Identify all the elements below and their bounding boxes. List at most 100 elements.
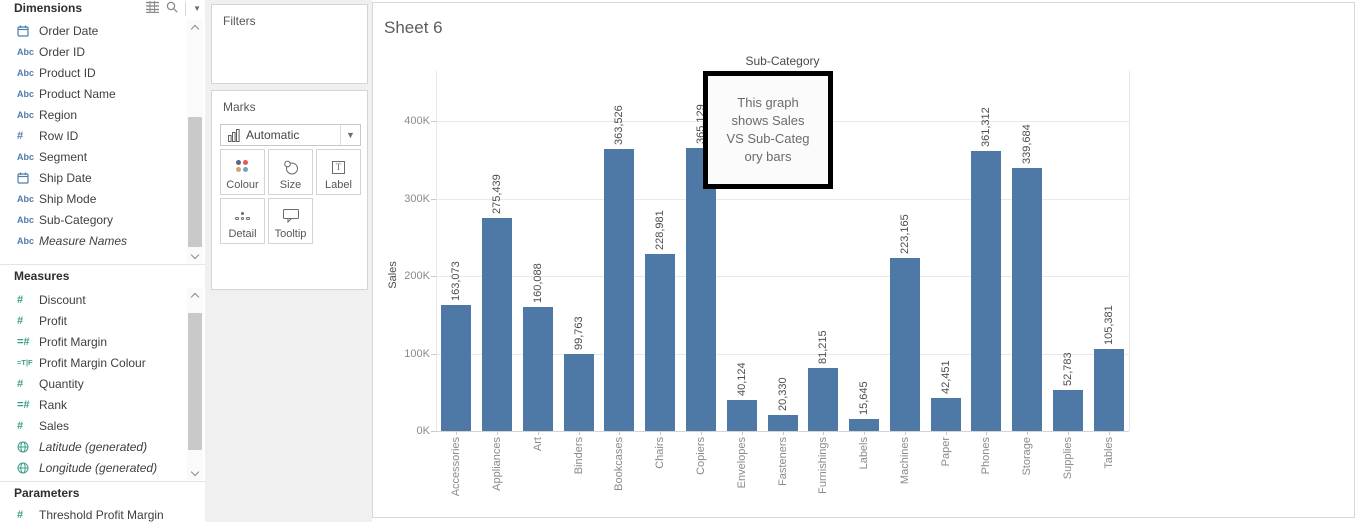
scroll-up-icon[interactable] — [187, 288, 203, 302]
bar-appliances[interactable] — [482, 218, 513, 431]
bar-value-label: 99,763 — [572, 316, 585, 350]
y-tick-mark — [431, 198, 436, 200]
field-measure-names[interactable]: Abc Measure Names — [0, 230, 186, 251]
bar-copiers[interactable] — [686, 148, 716, 431]
category-label-paper[interactable]: Paper — [939, 437, 952, 467]
field-latitude-generated[interactable]: Latitude (generated) — [0, 436, 186, 457]
category-label-phones[interactable]: Phones — [980, 437, 993, 475]
marks-colour-button[interactable]: Colour — [220, 149, 265, 195]
scrollbar-thumb[interactable] — [188, 117, 202, 247]
bar-value-label: 160,088 — [531, 263, 544, 303]
field-threshold-profit-margin[interactable]: # Threshold Profit Margin — [0, 504, 186, 522]
tooltip-icon — [269, 206, 312, 226]
field-segment[interactable]: Abc Segment — [0, 146, 186, 167]
field-order-id[interactable]: Abc Order ID — [0, 41, 186, 62]
field-discount[interactable]: # Discount — [0, 289, 186, 310]
bar-value-label: 163,073 — [450, 261, 463, 301]
x-tick-mark — [741, 431, 743, 435]
field-label: Row ID — [39, 128, 79, 143]
category-label-fasteners[interactable]: Fasteners — [776, 437, 789, 486]
bar-furnishings[interactable] — [808, 368, 839, 431]
field-profit-margin[interactable]: =# Profit Margin — [0, 331, 186, 352]
scroll-up-icon[interactable] — [187, 20, 203, 34]
field-quantity[interactable]: # Quantity — [0, 373, 186, 394]
annotation-text: This graph — [737, 95, 799, 110]
field-sales[interactable]: # Sales — [0, 415, 186, 436]
bar-supplies[interactable] — [1052, 390, 1083, 431]
category-label-binders[interactable]: Binders — [572, 437, 585, 475]
data-pane: Dimensions ▼ Order Date Abc Order ID Abc Pro… — [0, 0, 205, 522]
category-label-furnishings[interactable]: Furnishings — [817, 437, 830, 494]
category-label-accessories[interactable]: Accessories — [450, 437, 463, 497]
dimensions-scrollbar[interactable] — [187, 20, 203, 263]
field-profit-margin-colour[interactable]: =T|F Profit Margin Colour — [0, 352, 186, 373]
bar-bookcases[interactable] — [604, 149, 635, 431]
category-label-storage[interactable]: Storage — [1021, 437, 1034, 476]
annotation-box[interactable]: This graph shows Sales VS Sub-Categ ory bar… — [703, 71, 833, 189]
parameters-title: Parameters — [14, 486, 80, 500]
x-tick-mark — [904, 431, 906, 435]
category-label-chairs[interactable]: Chairs — [654, 437, 667, 469]
chevron-down-icon[interactable]: ▼ — [340, 125, 360, 145]
bar-art[interactable] — [522, 307, 553, 431]
marks-detail-button[interactable]: Detail — [220, 198, 265, 244]
section-divider — [0, 481, 205, 482]
bar-paper[interactable] — [930, 398, 961, 431]
bar-chairs[interactable] — [645, 254, 676, 431]
bar-accessories[interactable] — [441, 305, 472, 431]
marks-label-button[interactable]: T Label — [316, 149, 361, 195]
field-order-date[interactable]: Order Date — [0, 20, 186, 41]
category-label-art[interactable]: Art — [531, 437, 544, 452]
bar-machines[interactable] — [889, 258, 920, 431]
field-region[interactable]: Abc Region — [0, 104, 186, 125]
field-ship-mode[interactable]: Abc Ship Mode — [0, 188, 186, 209]
field-product-id[interactable]: Abc Product ID — [0, 62, 186, 83]
abc-icon: Abc — [17, 46, 35, 57]
bar-labels[interactable] — [849, 419, 879, 431]
measures-list: # Discount # Profit =# Profit Margin =T|F Profi… — [0, 289, 186, 478]
category-label-supplies[interactable]: Supplies — [1061, 437, 1074, 480]
y-tick-label: 0K — [416, 425, 430, 437]
field-label: Region — [39, 107, 78, 122]
measures-scrollbar[interactable] — [187, 288, 203, 480]
scroll-down-icon[interactable] — [187, 249, 203, 263]
marks-tooltip-button[interactable]: Tooltip — [268, 198, 313, 244]
category-label-copiers[interactable]: Copiers — [695, 437, 707, 475]
marks-size-button[interactable]: Size — [268, 149, 313, 195]
field-row-id[interactable]: # Row ID — [0, 125, 186, 146]
abc-icon: Abc — [17, 67, 35, 78]
category-label-appliances[interactable]: Appliances — [491, 437, 504, 491]
calendar-icon — [17, 172, 39, 184]
mark-type-dropdown[interactable]: Automatic ▼ — [220, 124, 361, 146]
pane-menu-caret-icon[interactable]: ▼ — [193, 4, 201, 13]
bar-fasteners[interactable] — [767, 415, 798, 431]
bar-envelopes[interactable] — [726, 400, 757, 431]
field-label: Ship Date — [39, 170, 92, 185]
x-tick-mark — [578, 431, 580, 435]
category-label-bookcases[interactable]: Bookcases — [613, 437, 626, 491]
bar-tables[interactable] — [1093, 349, 1124, 431]
category-label-labels[interactable]: Labels — [858, 437, 870, 470]
category-label-envelopes[interactable]: Envelopes — [735, 437, 748, 489]
bar-value-label: 361,312 — [980, 107, 993, 147]
view-data-grid-icon[interactable] — [146, 1, 160, 17]
field-sub-category[interactable]: Abc Sub-Category — [0, 209, 186, 230]
field-profit[interactable]: # Profit — [0, 310, 186, 331]
field-label: Order Date — [39, 23, 99, 38]
bar-storage[interactable] — [1012, 168, 1043, 431]
field-ship-date[interactable]: Ship Date — [0, 167, 186, 188]
category-label-machines[interactable]: Machines — [898, 437, 911, 485]
field-product-name[interactable]: Abc Product Name — [0, 83, 186, 104]
category-label-tables[interactable]: Tables — [1102, 437, 1115, 469]
bar-phones[interactable] — [971, 151, 1002, 431]
field-rank[interactable]: =# Rank — [0, 394, 186, 415]
sheet-title: Sheet 6 — [384, 18, 443, 37]
scroll-down-icon[interactable] — [187, 466, 203, 480]
filters-card[interactable]: Filters — [211, 4, 368, 84]
field-longitude-generated[interactable]: Longitude (generated) — [0, 457, 186, 478]
search-fields-icon[interactable] — [166, 1, 178, 17]
calc-number-icon: =# — [17, 398, 30, 411]
scrollbar-thumb[interactable] — [188, 313, 202, 450]
parameters-header: Parameters — [0, 485, 205, 503]
bar-binders[interactable] — [563, 354, 594, 431]
